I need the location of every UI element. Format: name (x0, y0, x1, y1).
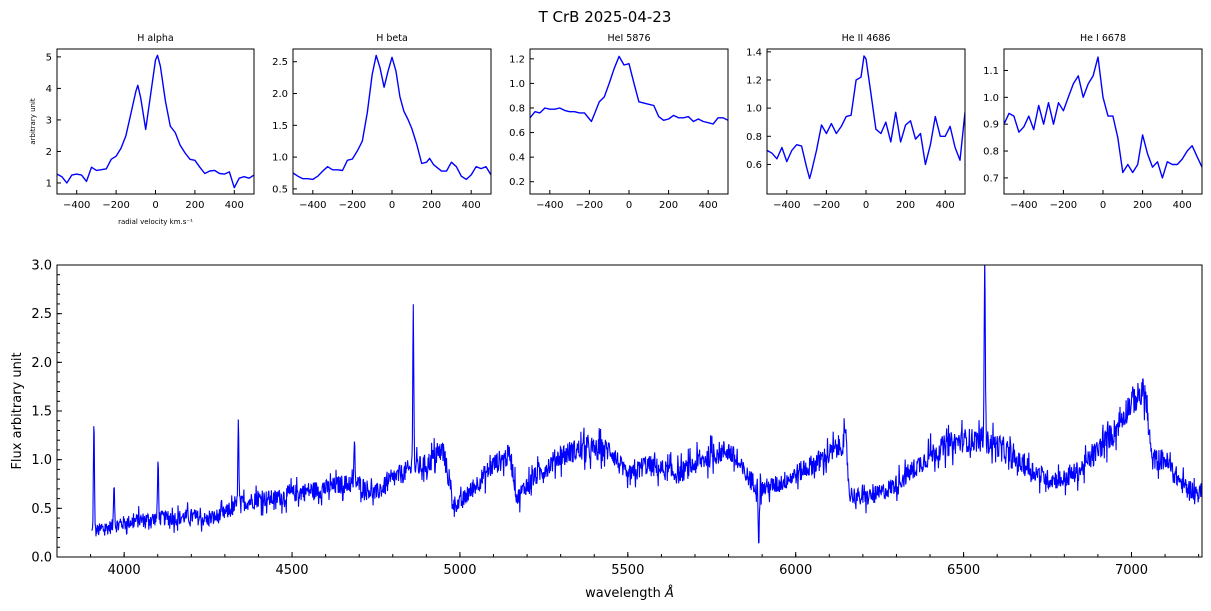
y-tick-label: 1.0 (272, 153, 288, 164)
x-tick-label: −400 (63, 200, 90, 211)
axes-frame (56, 48, 255, 195)
x-tick-label: 400 (1173, 200, 1192, 211)
y-tick-label: 1.0 (31, 453, 52, 468)
main-ylabel: Flux arbitrary unit (10, 352, 25, 469)
line-profile-curve (1004, 56, 1202, 179)
x-tick-label: 4000 (108, 563, 141, 578)
x-tick-label: 400 (699, 200, 718, 211)
line-profile-curve (530, 55, 728, 125)
x-tick-label: 400 (936, 200, 955, 211)
x-tick-label: −400 (773, 200, 800, 211)
line-profile-curve (767, 55, 965, 180)
x-tick-label: 400 (462, 200, 481, 211)
panel-2: −400 −200 0 200 400 0.5 1.0 1.5 2.0 2.5 H beta (272, 33, 492, 211)
y-tick-label: 0.7 (983, 173, 999, 184)
y-tick-label: 1.2 (509, 54, 525, 65)
x-tick-label: 200 (422, 200, 441, 211)
y-tick-label: 1 (46, 178, 52, 189)
axes-frame (529, 48, 729, 195)
y-tick-label: 0.8 (983, 147, 999, 158)
x-tick-label: 7000 (1115, 563, 1148, 578)
main-xlabel: wavelength Å (585, 585, 674, 601)
y-tick-label: 1.1 (983, 66, 999, 77)
y-tick-label: 1.0 (509, 79, 525, 90)
panel-3: −400 −200 0 200 400 0.2 0.4 0.6 0.8 1.0 1.2 HeI 587… (509, 33, 729, 211)
panel-ylabel: arbitrary unit (29, 98, 37, 145)
x-tick-label: 5500 (611, 563, 644, 578)
x-tick-label: −400 (299, 200, 326, 211)
spectrum-line (91, 265, 1202, 544)
panel-1: −400 −200 0 200 400 1 2 3 4 5 H alpha radial veloci… (29, 33, 255, 226)
line-profile-curve (293, 54, 491, 181)
x-tick-label: −200 (102, 200, 129, 211)
y-tick-label: 1.0 (983, 93, 999, 104)
x-tick-label: −200 (339, 200, 366, 211)
y-tick-label: 1.4 (746, 47, 762, 58)
y-tick-label: 0.4 (509, 153, 525, 164)
y-tick-label: 5 (46, 52, 52, 63)
panel-title: H alpha (137, 33, 174, 44)
x-tick-label: 6500 (947, 563, 980, 578)
y-tick-label: 4 (46, 84, 52, 95)
x-tick-label: 0 (626, 200, 632, 211)
x-tick-label: −400 (1010, 200, 1037, 211)
x-tick-label: 6000 (779, 563, 812, 578)
y-tick-label: 0.9 (983, 120, 999, 131)
figure-title: T CrB 2025-04-23 (538, 8, 672, 26)
y-tick-label: 2 (46, 147, 52, 158)
y-tick-label: 1.2 (746, 75, 762, 86)
x-tick-label: 200 (896, 200, 915, 211)
panel-title: He II 4686 (842, 33, 891, 44)
x-tick-label: 400 (225, 200, 244, 211)
x-tick-label: 200 (659, 200, 678, 211)
axes-frame (766, 48, 966, 195)
x-tick-label: 0 (1100, 200, 1106, 211)
y-tick-label: 0.6 (509, 128, 525, 139)
y-tick-label: 2.0 (31, 356, 52, 371)
x-tick-label: 0 (389, 200, 395, 211)
y-tick-label: 3.0 (31, 259, 52, 274)
x-tick-label: 4500 (275, 563, 308, 578)
y-tick-label: 0.5 (272, 184, 288, 195)
x-tick-label: −200 (813, 200, 840, 211)
y-tick-label: 1.5 (31, 405, 52, 420)
y-tick-label: 0.8 (509, 103, 525, 114)
axes-frame (292, 48, 492, 195)
y-tick-label: 0.2 (509, 177, 525, 188)
x-tick-label: 0 (863, 200, 869, 211)
y-tick-label: 2.5 (272, 57, 288, 68)
y-tick-label: 2.0 (272, 89, 288, 100)
y-tick-label: 2.5 (31, 307, 52, 322)
panel-title: He I 6678 (1080, 33, 1126, 44)
axes-frame (1003, 48, 1203, 195)
x-tick-label: 200 (185, 200, 204, 211)
y-tick-label: 0.6 (746, 160, 762, 171)
y-tick-label: 0.0 (31, 551, 52, 566)
panel-xlabel: radial velocity km.s⁻¹ (118, 218, 193, 226)
y-tick-label: 0.5 (31, 502, 52, 517)
axes-frame (56, 264, 1203, 558)
x-tick-label: 0 (152, 200, 158, 211)
panel-5: −400 −200 0 200 400 0.7 0.8 0.9 1.0 1.1 He I 6678 (983, 33, 1203, 211)
x-tick-label: −200 (1050, 200, 1077, 211)
main-spectrum: 4000 4500 5000 5500 6000 6500 7000 0.0 0.5 1.0 1.5… (10, 259, 1203, 601)
panel-title: H beta (376, 33, 408, 44)
y-tick-label: 0.8 (746, 132, 762, 143)
y-tick-label: 1.0 (746, 104, 762, 115)
x-tick-label: 200 (1133, 200, 1152, 211)
x-tick-label: −200 (576, 200, 603, 211)
y-tick-label: 3 (46, 115, 52, 126)
x-tick-label: 5000 (443, 563, 476, 578)
x-tick-label: −400 (536, 200, 563, 211)
y-tick-label: 1.5 (272, 121, 288, 132)
panel-title: HeI 5876 (608, 33, 651, 44)
line-profile-curve (57, 54, 254, 189)
panel-4: −400 −200 0 200 400 0.6 0.8 1.0 1.2 1.4 He II 4686 (746, 33, 966, 211)
